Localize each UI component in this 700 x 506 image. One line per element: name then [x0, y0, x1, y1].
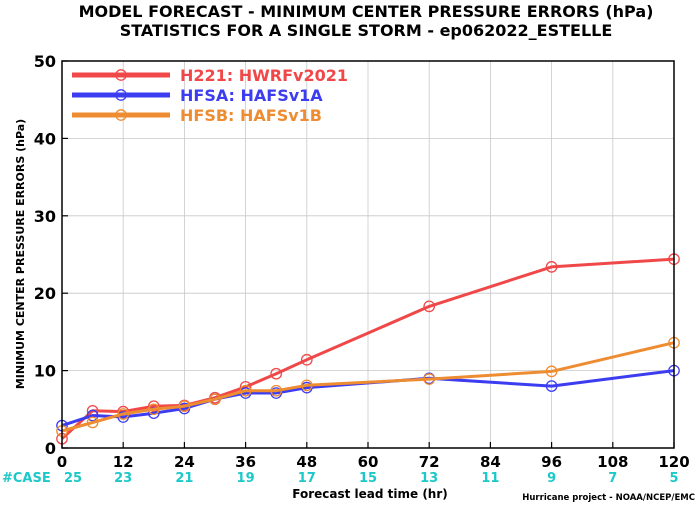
series-layer — [56, 253, 680, 445]
data-point — [178, 400, 191, 413]
case-count: 13 — [420, 471, 438, 486]
legend-marker — [115, 69, 127, 81]
x-tick-label: 48 — [296, 453, 317, 471]
data-point — [300, 379, 313, 392]
x-tick-label: 108 — [597, 453, 628, 471]
data-point — [239, 384, 252, 397]
case-count: 17 — [298, 471, 316, 486]
data-point — [545, 365, 558, 378]
case-count-label: #CASE — [2, 471, 51, 486]
data-point — [209, 393, 221, 406]
data-point — [423, 373, 436, 385]
case-count: 11 — [481, 471, 499, 486]
data-point — [147, 403, 160, 416]
y-tick-label: 10 — [34, 362, 56, 381]
data-point — [545, 261, 558, 273]
axis-layer: 0 10 20 30 40 50 0 12 24 36 48 60 72 84 96 108 120 25 23 21… — [34, 52, 690, 486]
legend-label: HFSB: HAFSv1B — [180, 106, 322, 125]
data-point — [117, 408, 130, 420]
data-point — [545, 380, 558, 392]
data-point — [86, 416, 99, 429]
x-tick-label: 36 — [235, 453, 256, 471]
data-point — [86, 409, 99, 422]
legend-marker — [115, 89, 127, 101]
case-count: 25 — [64, 471, 82, 486]
data-point — [117, 411, 130, 423]
x-tick-label: 96 — [541, 453, 562, 471]
y-tick-label: 0 — [45, 439, 56, 458]
case-count: 21 — [175, 471, 193, 486]
legend-label: HFSA: HAFSv1A — [180, 86, 323, 105]
y-tick-label: 30 — [34, 207, 56, 226]
y-tick-label: 50 — [34, 52, 56, 71]
case-count: 15 — [359, 471, 377, 486]
data-point — [270, 384, 283, 397]
plot-frame — [61, 60, 675, 449]
x-tick-label: 24 — [174, 453, 195, 471]
case-count: 5 — [669, 471, 678, 486]
case-count: 23 — [114, 471, 132, 486]
y-tick-label: 40 — [34, 129, 56, 148]
data-point — [300, 353, 313, 366]
x-tick-label: 72 — [419, 453, 440, 471]
x-tick-label: 0 — [57, 453, 67, 471]
data-point — [423, 300, 436, 313]
x-tick-label: 120 — [658, 453, 689, 471]
data-point — [147, 400, 160, 413]
x-tick-label: 12 — [113, 453, 134, 471]
data-point — [270, 367, 283, 380]
chart-title-line2: STATISTICS FOR A SINGLE STORM - ep062022… — [120, 21, 613, 40]
y-axis-label: MINIMUM CENTER PRESSURE ERRORS (hPa) — [14, 119, 27, 389]
x-tick-label: 60 — [358, 453, 379, 471]
legend-marker — [115, 109, 127, 121]
legend-label: H221: HWRFv2021 — [180, 66, 348, 85]
x-tick-label: 84 — [480, 453, 501, 471]
case-count: 9 — [547, 471, 556, 486]
y-tick-label: 20 — [34, 284, 56, 303]
grid-layer — [62, 61, 674, 448]
x-axis-label: Forecast lead time (hr) — [292, 487, 448, 501]
credit-text: Hurricane project - NOAA/NCEP/EMC — [522, 493, 695, 503]
chart-title-line1: MODEL FORECAST - MINIMUM CENTER PRESSURE… — [79, 2, 654, 21]
case-count: 7 — [608, 471, 617, 486]
case-count: 19 — [237, 471, 255, 486]
